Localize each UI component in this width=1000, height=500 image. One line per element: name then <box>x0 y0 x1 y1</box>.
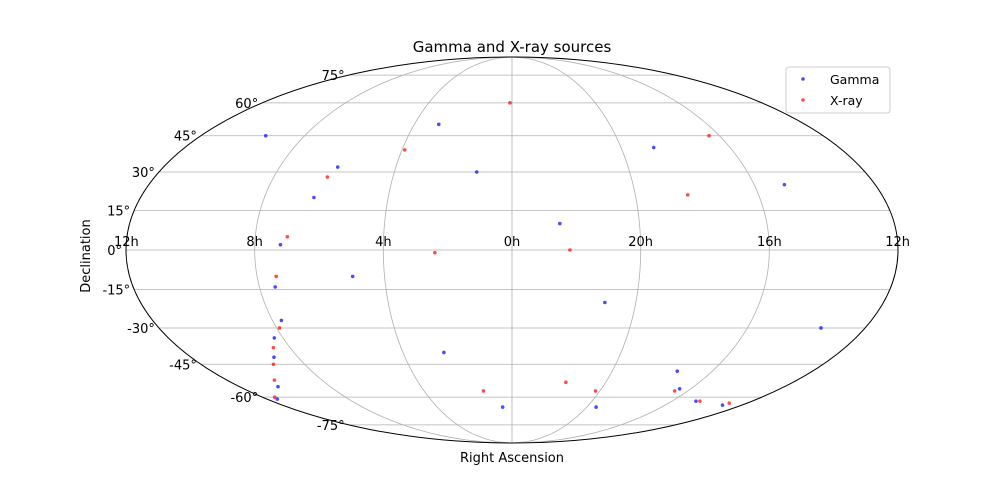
dec-tick--15: -15° <box>102 284 130 299</box>
data-point <box>675 369 680 373</box>
ra-tick-labels: 8h 4h 0h 20h 16h 12h 12h <box>114 235 910 250</box>
data-point <box>272 336 277 340</box>
data-point <box>277 326 282 330</box>
dec-tick-45: 45° <box>174 130 197 145</box>
data-point <box>651 145 656 150</box>
data-point <box>335 165 340 169</box>
data-point <box>275 397 280 401</box>
grid-lines <box>126 56 898 444</box>
data-point <box>508 101 512 105</box>
legend-marker-gamma <box>801 77 805 81</box>
data-point <box>782 182 787 187</box>
data-point <box>272 355 276 360</box>
data-point <box>271 362 276 367</box>
sky-boundary <box>125 56 899 444</box>
grid-meridian <box>511 56 642 444</box>
data-point <box>694 399 698 403</box>
data-point <box>285 234 290 239</box>
data-point <box>442 350 446 355</box>
ra-tick-4h: 4h <box>375 235 392 250</box>
dec-tick--30: -30° <box>127 322 155 337</box>
data-point <box>677 386 682 391</box>
y-axis-label: Declination <box>79 219 94 293</box>
ra-tick-0h: 0h <box>504 235 521 250</box>
ra-tick-8h: 8h <box>246 235 263 250</box>
data-point <box>276 384 280 389</box>
data-point <box>603 300 607 305</box>
dec-tick-30: 30° <box>132 166 155 181</box>
data-point <box>274 274 279 279</box>
x-axis-label: Right Ascension <box>460 451 564 466</box>
data-point <box>568 248 572 252</box>
data-point <box>272 395 277 399</box>
dec-tick-15: 15° <box>107 204 130 219</box>
series-gamma <box>263 122 823 409</box>
data-point <box>720 403 725 407</box>
data-point <box>698 399 702 403</box>
legend-label-xray: X-ray <box>830 93 863 108</box>
dec-tick-0: 0° <box>107 244 122 259</box>
grid-meridian <box>382 56 513 444</box>
legend: Gamma X-ray <box>785 66 891 114</box>
data-point <box>436 122 441 127</box>
dec-tick--45: -45° <box>169 358 197 373</box>
data-point <box>325 175 330 179</box>
grid-meridian <box>254 56 513 444</box>
dec-tick-labels: 75° 60° 45° 30° 15° 0° -15° -30° -45° -60° -75° <box>102 69 344 434</box>
dec-tick-60: 60° <box>235 97 258 112</box>
ra-tick-16h: 16h <box>757 235 782 250</box>
data-point <box>402 148 407 152</box>
data-point <box>481 389 486 393</box>
data-point <box>312 195 316 200</box>
data-point <box>272 378 277 382</box>
legend-label-gamma: Gamma <box>830 72 879 87</box>
ra-tick-edge: 12h <box>885 235 910 250</box>
data-point <box>707 133 711 138</box>
data-points <box>263 101 823 409</box>
data-point <box>685 193 690 197</box>
data-point <box>263 133 268 138</box>
data-point <box>500 405 505 409</box>
data-point <box>564 380 568 385</box>
ra-tick-20h: 20h <box>628 235 653 250</box>
data-point <box>558 221 562 226</box>
dec-tick-75: 75° <box>322 69 345 84</box>
data-point <box>278 242 283 247</box>
data-point <box>271 345 276 350</box>
ra-tick-edge: 12h <box>114 235 139 250</box>
data-point <box>433 250 437 255</box>
chart-title: Gamma and X-ray sources <box>413 38 612 56</box>
grid-meridian <box>511 56 770 444</box>
legend-box <box>785 66 891 114</box>
data-point <box>474 170 479 174</box>
data-point <box>594 405 598 409</box>
data-point <box>350 274 355 279</box>
data-point <box>672 389 677 393</box>
data-point <box>273 285 278 289</box>
series-xray <box>271 101 732 405</box>
dec-tick--75: -75° <box>317 419 345 434</box>
data-point <box>727 401 732 405</box>
data-point <box>819 326 823 330</box>
data-point <box>279 318 284 323</box>
dec-tick--60: -60° <box>230 391 258 406</box>
data-point <box>593 389 598 393</box>
legend-marker-xray <box>801 98 805 102</box>
